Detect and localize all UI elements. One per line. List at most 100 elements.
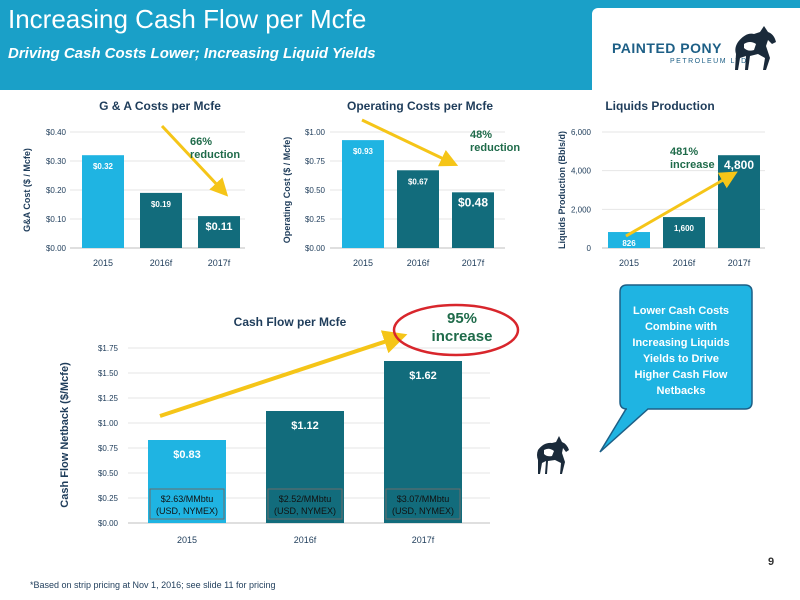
pony-icon <box>537 436 569 474</box>
callout-line: Combine with <box>644 321 718 333</box>
op-category-label: 2015 <box>353 258 373 268</box>
liq-tick-label: 2,000 <box>571 205 592 214</box>
liq-category-label: 2017f <box>728 258 751 268</box>
cf-sublabel: $2.63/MMbtu <box>161 494 214 504</box>
cf-annotation: 95% <box>447 310 477 327</box>
cf-sublabel: $3.07/MMbtu <box>397 494 450 504</box>
liq-annotation: increase <box>670 159 715 171</box>
cf-sublabel-box <box>149 488 225 520</box>
liq-bar <box>718 155 760 248</box>
cf-category-label: 2017f <box>412 535 435 545</box>
cf-tick-label: $1.50 <box>98 369 119 378</box>
callout-bubble <box>599 284 753 453</box>
ga-value-label: $0.32 <box>93 162 114 171</box>
op-chart-title: Operating Costs per Mcfe <box>346 99 494 113</box>
cf-tick-label: $0.25 <box>98 494 119 503</box>
op-tick-label: $1.00 <box>305 128 326 137</box>
cf-value-label: $1.12 <box>291 420 319 432</box>
cf-sublabel: (USD, NYMEX) <box>274 506 336 516</box>
cf-sublabel: $2.52/MMbtu <box>279 494 332 504</box>
ga-value-label: $0.11 <box>206 221 233 233</box>
cf-tick-label: $1.00 <box>98 419 119 428</box>
cf-sublabel: (USD, NYMEX) <box>156 506 218 516</box>
ga-tick-label: $0.20 <box>46 186 67 195</box>
ga-tick-label: $0.30 <box>46 157 67 166</box>
op-tick-label: $0.75 <box>305 157 326 166</box>
callout-line: Yields to Drive <box>642 353 719 365</box>
callout-line: Higher Cash Flow <box>634 369 728 381</box>
cf-category-label: 2016f <box>294 535 317 545</box>
ga-bar <box>82 155 124 248</box>
increase-highlight-ellipse <box>392 303 520 357</box>
cf-bar <box>384 361 462 523</box>
cf-bar <box>266 411 344 523</box>
liq-annotation: 481% <box>670 146 698 158</box>
op-tick-label: $0.50 <box>305 186 326 195</box>
ga-annotation: reduction <box>190 149 240 161</box>
cf-tick-label: $1.25 <box>98 394 119 403</box>
ga-annotation: 66% <box>190 136 212 148</box>
slide-title: Increasing Cash Flow per Mcfe <box>8 4 367 34</box>
op-bar <box>452 192 494 248</box>
cf-y-axis-label: Cash Flow Netback ($/Mcfe) <box>59 362 71 508</box>
op-trend-arrow <box>361 118 459 167</box>
liq-tick-label: 6,000 <box>571 128 592 137</box>
op-y-axis-label: Operating Cost ($ / Mcfe) <box>282 137 292 244</box>
op-annotation: 48% <box>470 129 492 141</box>
cf-annotation: increase <box>432 328 493 345</box>
horse-logo-icon <box>735 26 776 70</box>
cf-value-label: $1.62 <box>409 370 437 382</box>
liq-chart-title: Liquids Production <box>605 99 715 113</box>
liq-value-label: 1,600 <box>674 224 695 233</box>
liq-category-label: 2016f <box>673 258 696 268</box>
cf-tick-label: $1.75 <box>98 344 119 353</box>
ga-tick-label: $0.00 <box>46 244 67 253</box>
ga-bar <box>140 192 182 248</box>
company-logo: PAINTED PONY PETROLEUM LTD. <box>592 8 800 90</box>
ga-category-label: 2017f <box>208 258 231 268</box>
cf-bar <box>148 440 226 523</box>
ga-y-axis-label: G&A Cost ($ / Mcfe) <box>22 148 32 232</box>
op-bar <box>397 170 439 248</box>
cf-value-label: $0.83 <box>173 449 201 461</box>
cf-category-label: 2015 <box>177 535 197 545</box>
cf-chart-title: Cash Flow per Mcfe <box>233 315 347 329</box>
op-tick-label: $0.00 <box>305 244 326 253</box>
callout-line: Netbacks <box>656 385 706 397</box>
ga-bar <box>198 216 240 248</box>
liq-value-label: 826 <box>622 239 636 248</box>
callout-line: Increasing Liquids <box>632 337 730 349</box>
cf-sublabel-box <box>385 488 461 520</box>
liq-trend-arrow <box>625 171 738 238</box>
liq-tick-label: 4,000 <box>571 167 592 176</box>
cf-sublabel: (USD, NYMEX) <box>392 506 454 516</box>
logo-subtext: PETROLEUM LTD. <box>670 58 752 65</box>
liq-category-label: 2015 <box>619 258 639 268</box>
liq-bar <box>663 217 705 248</box>
ga-tick-label: $0.40 <box>46 128 67 137</box>
page-number: 9 <box>768 556 775 568</box>
liq-tick-label: 0 <box>587 244 592 253</box>
footnote: *Based on strip pricing at Nov 1, 2016; … <box>30 580 276 590</box>
slide-header: Increasing Cash Flow per Mcfe Driving Ca… <box>0 0 800 90</box>
slide-subtitle: Driving Cash Costs Lower; Increasing Liq… <box>8 45 376 62</box>
op-value-label: $0.67 <box>408 177 429 186</box>
op-value-label: $0.93 <box>353 147 374 156</box>
liq-y-axis-label: Liquids Production (Bbls/d) <box>557 131 567 249</box>
cf-tick-label: $0.50 <box>98 469 119 478</box>
ga-chart-title: G & A Costs per Mcfe <box>99 99 221 113</box>
logo-name: PAINTED PONY <box>612 40 722 56</box>
cf-tick-label: $0.00 <box>98 519 119 528</box>
cf-tick-label: $0.75 <box>98 444 119 453</box>
op-category-label: 2016f <box>407 258 430 268</box>
callout-text: Lower Cash Costs Combine with Increasing… <box>606 303 756 399</box>
callout-line: Lower Cash Costs <box>633 305 729 317</box>
op-annotation: reduction <box>470 142 520 154</box>
op-value-label: $0.48 <box>458 195 488 209</box>
ga-value-label: $0.19 <box>151 200 172 209</box>
cf-trend-arrow <box>159 330 408 418</box>
op-bar <box>342 140 384 248</box>
op-tick-label: $0.25 <box>305 215 326 224</box>
cf-sublabel-box <box>267 488 343 520</box>
